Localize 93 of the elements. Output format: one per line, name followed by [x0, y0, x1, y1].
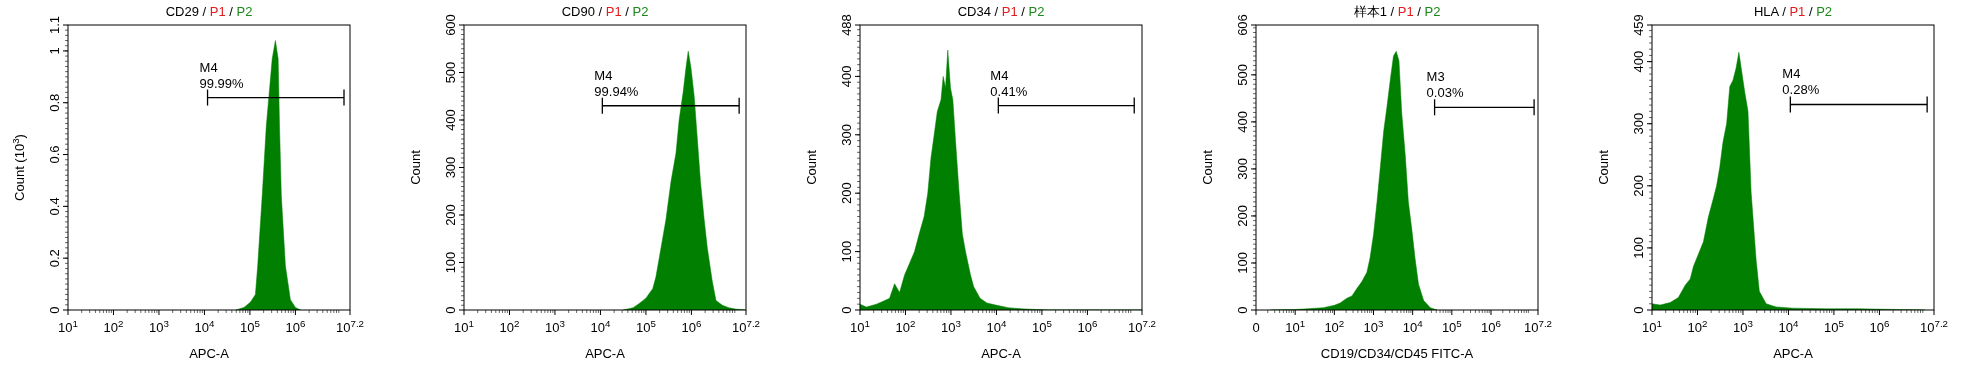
x-tick-label: 10$^{5}$: [239, 317, 261, 335]
x-tick-label: 10$^{2}$: [1324, 317, 1345, 335]
x-tick-label: 10$^{7.2}$: [731, 317, 761, 335]
y-tick-label: 100: [443, 251, 458, 274]
y-tick-label: 400: [839, 65, 854, 88]
x-tick-label: 10$^{3}$: [1733, 317, 1753, 335]
y-tick-label: 0: [1631, 306, 1646, 314]
x-tick-label: 10$^{1}$: [850, 317, 870, 335]
x-tick-label: 10$^{6}$: [681, 317, 702, 335]
y-tick-label: 0: [47, 306, 62, 314]
x-axis-title: APC-A: [585, 346, 626, 361]
x-tick-label: 10$^{7.2}$: [1919, 317, 1949, 335]
x-tick-label: 10$^{5}$: [1823, 317, 1845, 335]
x-tick-label: 10$^{4}$: [986, 317, 1007, 335]
x-tick-label: 10$^{7.2}$: [1127, 317, 1157, 335]
y-tick-label: 0.4: [47, 197, 62, 216]
x-tick-label: 10$^{4}$: [1778, 317, 1799, 335]
y-tick-label: 100: [1235, 252, 1250, 274]
x-tick-label: 10$^{2}$: [895, 317, 916, 335]
annotation: M3: [1426, 69, 1445, 85]
y-tick-label: 300: [1235, 158, 1250, 180]
y-tick-label: 100: [1631, 237, 1646, 259]
x-tick-label: 0: [1252, 320, 1260, 335]
x-tick-label: 10$^{2}$: [103, 317, 124, 335]
y-tick-label: 300: [839, 123, 854, 146]
x-tick-label: 10$^{6}$: [1481, 317, 1501, 335]
y-tick-label: 0: [443, 306, 458, 314]
x-tick-label: 10$^{2}$: [499, 317, 520, 335]
x-tick-label: 10$^{6}$: [285, 317, 306, 335]
x-tick-label: 10$^{1}$: [1285, 317, 1306, 335]
annotation: 0.03%: [1426, 85, 1464, 101]
chart-title: 样本1 / P1 / P2: [1353, 4, 1441, 19]
x-axis-title: APC-A: [1773, 346, 1814, 361]
chart-title: HLA / P1 / P2: [1753, 4, 1833, 19]
y-tick-label: 0: [839, 306, 854, 314]
y-tick-label: 606: [1235, 14, 1250, 36]
y-tick-label: 488: [839, 14, 854, 36]
x-tick-label: 10$^{1}$: [58, 317, 78, 335]
y-tick-label: 0.8: [47, 93, 62, 112]
x-tick-label: 10$^{3}$: [941, 317, 961, 335]
y-axis-title: Count: [1200, 149, 1215, 185]
y-axis-title: Count: [1596, 149, 1611, 185]
y-tick-label: 200: [1631, 174, 1646, 197]
x-tick-label: 10$^{1}$: [454, 317, 474, 335]
y-tick-label: 400: [1631, 50, 1646, 73]
x-tick-label: 10$^{1}$: [1642, 317, 1662, 335]
annotation: M4: [1782, 66, 1801, 82]
annotation: 99.99%: [199, 75, 245, 91]
annotation: M4: [990, 67, 1009, 83]
chart-title: CD29 / P1 / P2: [165, 4, 253, 19]
y-tick-label: 0.6: [47, 145, 62, 164]
y-tick-label: 500: [1235, 64, 1250, 86]
chart-title: CD90 / P1 / P2: [561, 4, 649, 19]
annotation: 0.41%: [990, 83, 1028, 99]
y-tick-label: 200: [839, 182, 854, 205]
x-tick-label: 10$^{5}$: [1031, 317, 1053, 335]
y-tick-label: 200: [1235, 205, 1250, 227]
y-axis-title: Count: [804, 149, 819, 185]
x-tick-label: 10$^{3}$: [149, 317, 169, 335]
y-tick-label: 500: [443, 61, 458, 84]
y-tick-label: 0: [1235, 306, 1250, 314]
x-tick-label: 10$^{5}$: [635, 317, 657, 335]
y-tick-label: 459: [1631, 14, 1646, 36]
x-tick-label: 10$^{4}$: [194, 317, 215, 335]
x-tick-label: 10$^{6}$: [1077, 317, 1098, 335]
y-axis-title: Count: [408, 149, 423, 185]
y-tick-label: 1.1: [47, 15, 62, 35]
x-tick-label: 10$^{7.2}$: [335, 317, 365, 335]
y-tick-label: 400: [1235, 111, 1250, 133]
y-tick-label: 1: [47, 47, 62, 55]
chart-title: CD34 / P1 / P2: [957, 4, 1045, 19]
y-tick-label: 200: [443, 204, 458, 226]
y-tick-label: 400: [443, 109, 458, 131]
x-tick-label: 10$^{2}$: [1687, 317, 1708, 335]
annotation: 99.94%: [594, 83, 639, 99]
x-tick-label: 10$^{5}$: [1441, 317, 1463, 335]
annotation: M4: [199, 59, 218, 75]
x-tick-label: 10$^{7.2}$: [1523, 317, 1553, 335]
x-tick-label: 10$^{4}$: [1402, 317, 1424, 335]
x-axis-title: APC-A: [189, 346, 230, 361]
y-tick-label: 0.2: [47, 249, 62, 268]
y-tick-label: 300: [443, 156, 458, 179]
x-axis-title: CD19/CD34/CD45 FITC-A: [1320, 346, 1474, 361]
x-axis-title: APC-A: [981, 346, 1022, 361]
annotation: 0.28%: [1782, 82, 1820, 98]
y-tick-label: 600: [443, 14, 458, 36]
y-tick-label: 100: [839, 240, 854, 263]
y-tick-label: 300: [1631, 112, 1646, 135]
x-tick-label: 10$^{3}$: [1363, 317, 1384, 335]
x-tick-label: 10$^{6}$: [1869, 317, 1890, 335]
x-tick-label: 10$^{4}$: [590, 317, 611, 335]
x-tick-label: 10$^{3}$: [545, 317, 565, 335]
annotation: M4: [594, 67, 613, 83]
